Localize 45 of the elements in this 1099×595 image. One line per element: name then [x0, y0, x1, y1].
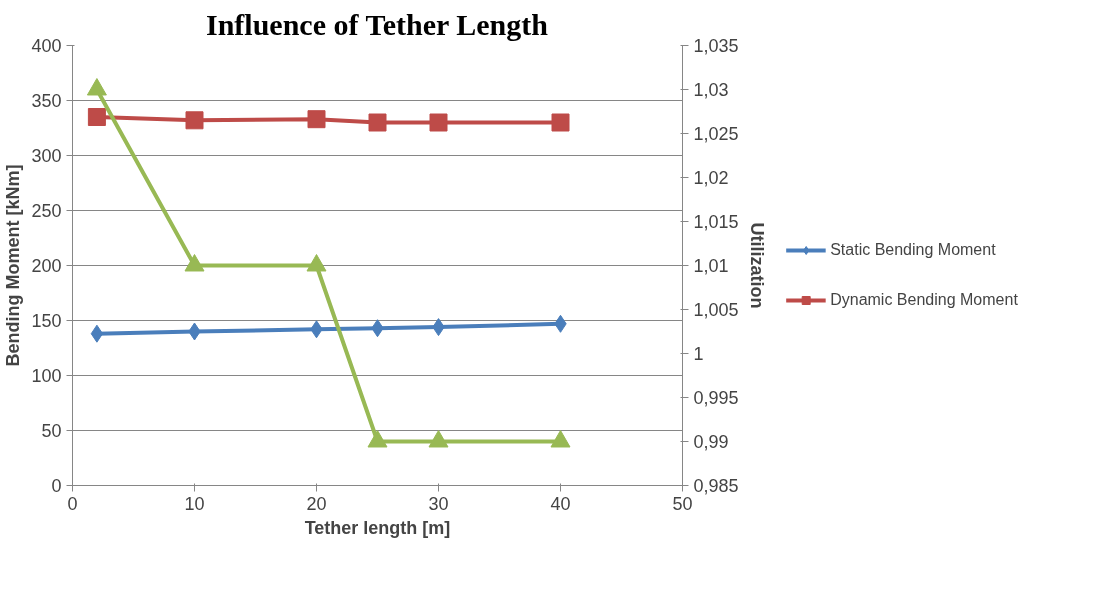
y2-tick-label: 1 — [693, 344, 704, 364]
point — [185, 111, 204, 130]
point — [429, 113, 448, 132]
y-tick-label: 150 — [31, 311, 62, 331]
legend-label: Dynamic Bending Moment — [830, 291, 1018, 309]
x-axis-title: Tether length [m] — [304, 517, 451, 538]
y2-tick-label: 0,995 — [693, 388, 739, 408]
point — [307, 110, 326, 129]
point — [368, 113, 387, 132]
point — [87, 108, 106, 126]
x-tick-label: 0 — [67, 493, 78, 514]
x-tick-label: 30 — [428, 493, 449, 514]
point — [551, 113, 570, 132]
y2-tick-label: 1,015 — [693, 212, 739, 232]
chart-title: Influence of Tether Length — [205, 7, 549, 41]
y-tick-label: 200 — [31, 256, 62, 276]
y-tick-label: 350 — [31, 91, 62, 111]
y2-tick-label: 1,03 — [693, 80, 729, 100]
y2-tick-label: 1,025 — [693, 124, 739, 144]
point — [90, 324, 104, 343]
x-tick-label: 20 — [306, 493, 327, 514]
y-axis-title: Bending Moment [kNm] — [3, 164, 24, 367]
y-tick-label: 300 — [31, 146, 62, 166]
y2-tick-label: 1,035 — [693, 36, 739, 56]
x-tick-label: 40 — [550, 493, 571, 514]
y2-tick-label: 0,985 — [693, 476, 739, 496]
y2-tick-label: 0,99 — [693, 432, 729, 452]
y2-tick-label: 1,01 — [693, 256, 729, 276]
point — [306, 254, 327, 272]
y-tick-label: 50 — [41, 421, 62, 441]
point — [184, 254, 205, 272]
y-tick-label: 250 — [31, 201, 62, 221]
y2-axis-title: Utilization — [746, 222, 767, 309]
y-tick-label: 0 — [51, 476, 62, 496]
y-tick-label: 400 — [31, 36, 62, 56]
point — [86, 78, 107, 96]
y2-tick-label: 1,005 — [693, 300, 739, 320]
point — [367, 430, 388, 448]
x-tick-label: 50 — [672, 493, 693, 514]
x-tick-label: 10 — [184, 493, 205, 514]
y-tick-label: 100 — [31, 366, 62, 386]
point — [428, 430, 449, 448]
y2-tick-label: 1,02 — [693, 168, 729, 188]
legend-label: Static Bending Moment — [830, 241, 996, 259]
point — [550, 430, 571, 448]
